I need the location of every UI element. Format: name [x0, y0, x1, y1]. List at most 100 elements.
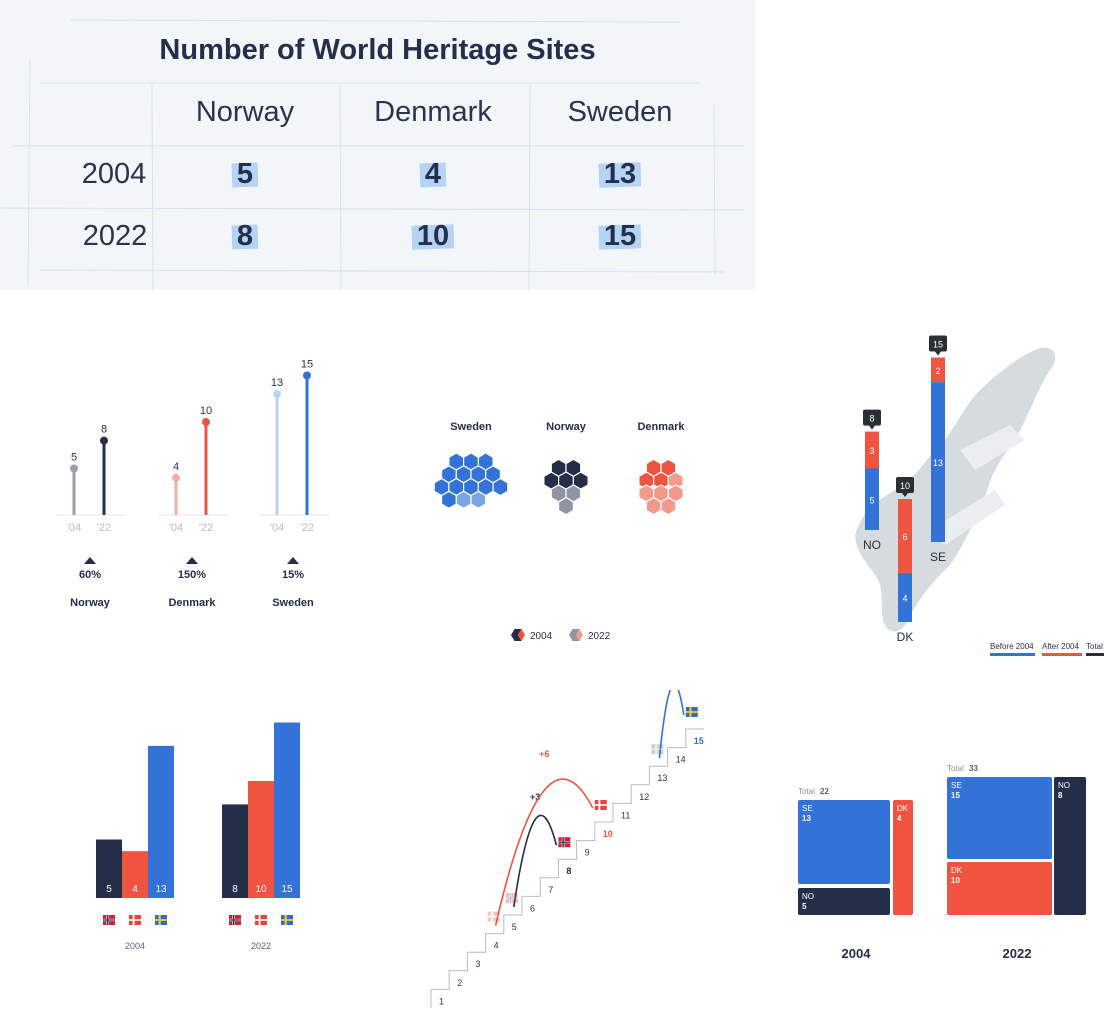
tick-label: '22 [97, 522, 111, 534]
country-label: Denmark [168, 597, 216, 609]
faded-flag-icon [651, 744, 664, 755]
legend-2022-icon [569, 629, 583, 641]
col-header-denmark: Denmark [374, 96, 492, 128]
hexagon-cell [558, 496, 574, 516]
flag-norway-icon [229, 915, 241, 925]
value-label: 8 [101, 424, 107, 436]
step-number: 11 [621, 810, 630, 820]
step-number: 2 [457, 978, 462, 988]
segment-value: 5 [869, 495, 874, 505]
hexagon-cell [660, 496, 677, 516]
step-number: 1 [439, 996, 444, 1006]
value-label: 15 [301, 359, 313, 371]
change-label: 15% [282, 569, 304, 581]
col-header-norway: Norway [195, 96, 295, 128]
map-stacked-bar-chart: 5 3 8 NO 4 6 10 DK 13 2 15 SE Before 2004 After 2004 T… [855, 335, 1104, 656]
flag-cross-h [487, 915, 500, 918]
total-value: 10 [900, 481, 910, 491]
legend-hex-left [511, 629, 522, 641]
legend-label: After 2004 [1042, 642, 1079, 651]
treemap-cell [893, 800, 913, 915]
flag-cross-h [281, 919, 293, 921]
flag-cross-v [655, 744, 658, 755]
stair-outline [430, 728, 704, 1008]
hexagon-cell [455, 490, 472, 509]
bar [96, 839, 122, 898]
cell-2022-denmark: 10 [411, 220, 455, 253]
cell-code: NO [1058, 781, 1070, 790]
year-label: 2004 [842, 946, 872, 961]
jump-label: +3 [530, 792, 540, 802]
row-year-2004: 2004 [81, 158, 147, 190]
faded-flag-icon [487, 911, 500, 922]
tick-label: '22 [199, 522, 213, 534]
bar-value: 15 [281, 884, 293, 895]
group-label: 2004 [125, 941, 145, 951]
treemap-cell [947, 862, 1052, 915]
total-badge-pointer [935, 351, 941, 356]
segment-value: 3 [869, 446, 874, 456]
hexagon-chart: Sweden Norway Denmark 2004 2022 [433, 421, 685, 642]
lollipop-dot [303, 371, 311, 380]
total-value: 8 [869, 414, 874, 424]
total-badge [929, 335, 947, 352]
tick-label: '22 [300, 522, 314, 534]
jump-arc [658, 690, 685, 759]
flag-bg [505, 893, 518, 903]
country-label: Sweden [272, 597, 314, 609]
hexagon-cell [645, 496, 662, 516]
faded-flag-icon [505, 893, 518, 903]
cell-value: 8 [1058, 791, 1063, 800]
country-code: NO [863, 538, 881, 552]
flag-cross-h [255, 919, 267, 921]
tick-label: '04 [270, 522, 284, 534]
step-number: 6 [530, 903, 535, 913]
flag-cross-h-inner [229, 919, 241, 921]
bar-segment-before [865, 468, 879, 530]
step-number: 13 [657, 773, 667, 783]
hexagon-cell [441, 490, 457, 509]
legend-label: Before 2004 [990, 642, 1034, 651]
step-number: 7 [548, 885, 553, 895]
flag-bg [651, 744, 664, 755]
flag-norway-icon [558, 837, 571, 848]
flag-cross-v-inner [509, 893, 512, 903]
cell-value: 13 [802, 814, 811, 823]
legend-hex-right [576, 629, 583, 641]
step-number: 9 [585, 848, 590, 858]
legend-swatch-after [1042, 653, 1082, 656]
bar-segment-before [898, 572, 912, 622]
cell-code: DK [897, 804, 909, 813]
change-label: 60% [79, 569, 101, 581]
tick-label: '04 [169, 522, 183, 534]
step-number: 5 [512, 922, 517, 932]
change-label: 150% [178, 569, 206, 581]
total-badge-pointer [902, 493, 908, 497]
cell-code: SE [802, 804, 813, 813]
step-number: 15 [694, 736, 704, 746]
treemap-cell [798, 800, 890, 884]
total-value: 22 [820, 787, 829, 796]
flag-denmark-icon [594, 800, 607, 810]
year-label: 2022 [1003, 946, 1032, 961]
bar-value: 10 [255, 884, 267, 895]
lollipop-dot [273, 390, 281, 399]
flag-cross-v [509, 893, 512, 903]
cell-value: 5 [802, 902, 807, 911]
bar-segment-before [931, 382, 945, 542]
bar [222, 804, 248, 898]
bar [274, 722, 300, 898]
step-number: 10 [603, 829, 613, 839]
bar-segment-after [865, 431, 879, 469]
lollipop-chart: 5 '04 8 '22 60% Norway 4 '04 10 '22 150% Denmark 13 '… [56, 359, 329, 609]
up-arrow-icon [186, 557, 198, 564]
bar-value: 8 [232, 884, 238, 895]
legend-label: 2004 [530, 631, 553, 642]
flag-cross-v [491, 911, 494, 922]
total-badge-pointer [869, 425, 875, 430]
lollipop-dot [70, 464, 78, 473]
value-label: 13 [271, 377, 283, 389]
